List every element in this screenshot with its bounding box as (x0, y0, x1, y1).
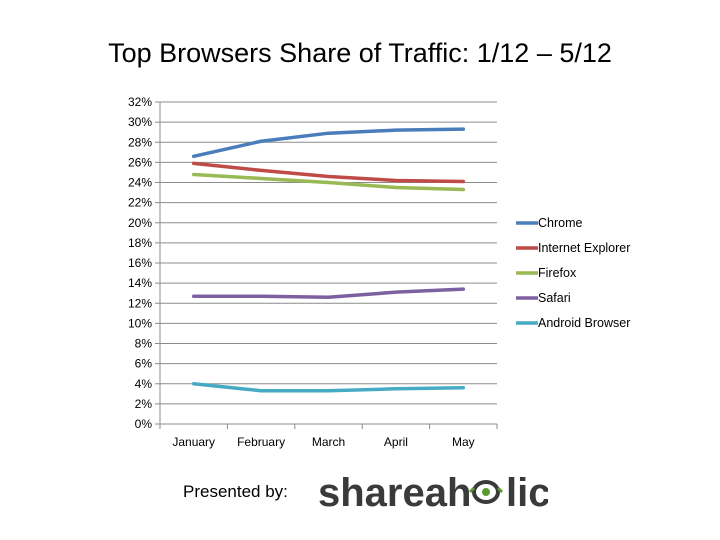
line-chart: 0% 2% 4% 6% 8% 10% 12% 14% 16% 18% 20% 22% 24% 26% 28%… (128, 95, 630, 449)
legend-label: Safari (538, 291, 571, 305)
y-tick-label: 16% (128, 256, 152, 270)
legend-label: Android Browser (538, 316, 630, 330)
chart-title: Top Browsers Share of Traffic: 1/12 – 5/… (108, 38, 612, 68)
x-axis-ticks: January February March April May (172, 435, 474, 449)
y-tick-label: 26% (128, 155, 152, 169)
logo-text-right: lic (506, 471, 548, 515)
y-tick-label: 18% (128, 236, 152, 250)
series-lines (191, 127, 466, 393)
y-tick-label: 30% (128, 115, 152, 129)
y-tick-label: 28% (128, 135, 152, 149)
shareaholic-logo: shareah lic (318, 471, 548, 515)
y-tick-label: 32% (128, 95, 152, 109)
y-axis-ticks: 0% 2% 4% 6% 8% 10% 12% 14% 16% 18% 20% 22% 24% 26% 28%… (128, 95, 152, 431)
x-tick-label: May (452, 435, 475, 449)
legend: Chrome Internet Explorer Firefox Safari Andr… (516, 216, 630, 330)
svg-text:shareah: shareah (318, 471, 471, 515)
y-tick-label: 20% (128, 216, 152, 230)
y-tick-label: 24% (128, 176, 152, 190)
x-tick-label: April (384, 435, 408, 449)
x-tick-label: March (312, 435, 345, 449)
logo-text-left: shareah (318, 471, 471, 515)
legend-label: Chrome (538, 216, 583, 230)
legend-label: Firefox (538, 266, 577, 280)
y-tick-label: 6% (135, 357, 153, 371)
x-tick-label: February (237, 435, 285, 449)
y-tick-label: 14% (128, 276, 152, 290)
x-tick-label: January (172, 435, 215, 449)
presented-by-label: Presented by: (183, 482, 288, 501)
series-line-safari (191, 287, 466, 299)
gridlines (155, 101, 498, 429)
svg-text:lic: lic (506, 471, 548, 515)
eye-o-icon (468, 480, 504, 504)
y-tick-label: 4% (135, 377, 153, 391)
y-tick-label: 0% (135, 417, 153, 431)
series-line-firefox (191, 172, 466, 192)
y-tick-label: 22% (128, 196, 152, 210)
legend-label: Internet Explorer (538, 241, 630, 255)
y-tick-label: 8% (135, 337, 153, 351)
y-tick-label: 10% (128, 316, 152, 330)
y-tick-label: 12% (128, 296, 152, 310)
y-tick-label: 2% (135, 397, 153, 411)
series-line-chrome (191, 127, 466, 159)
series-line-android-browser (191, 382, 466, 393)
series-line-internet-explorer (191, 161, 466, 184)
